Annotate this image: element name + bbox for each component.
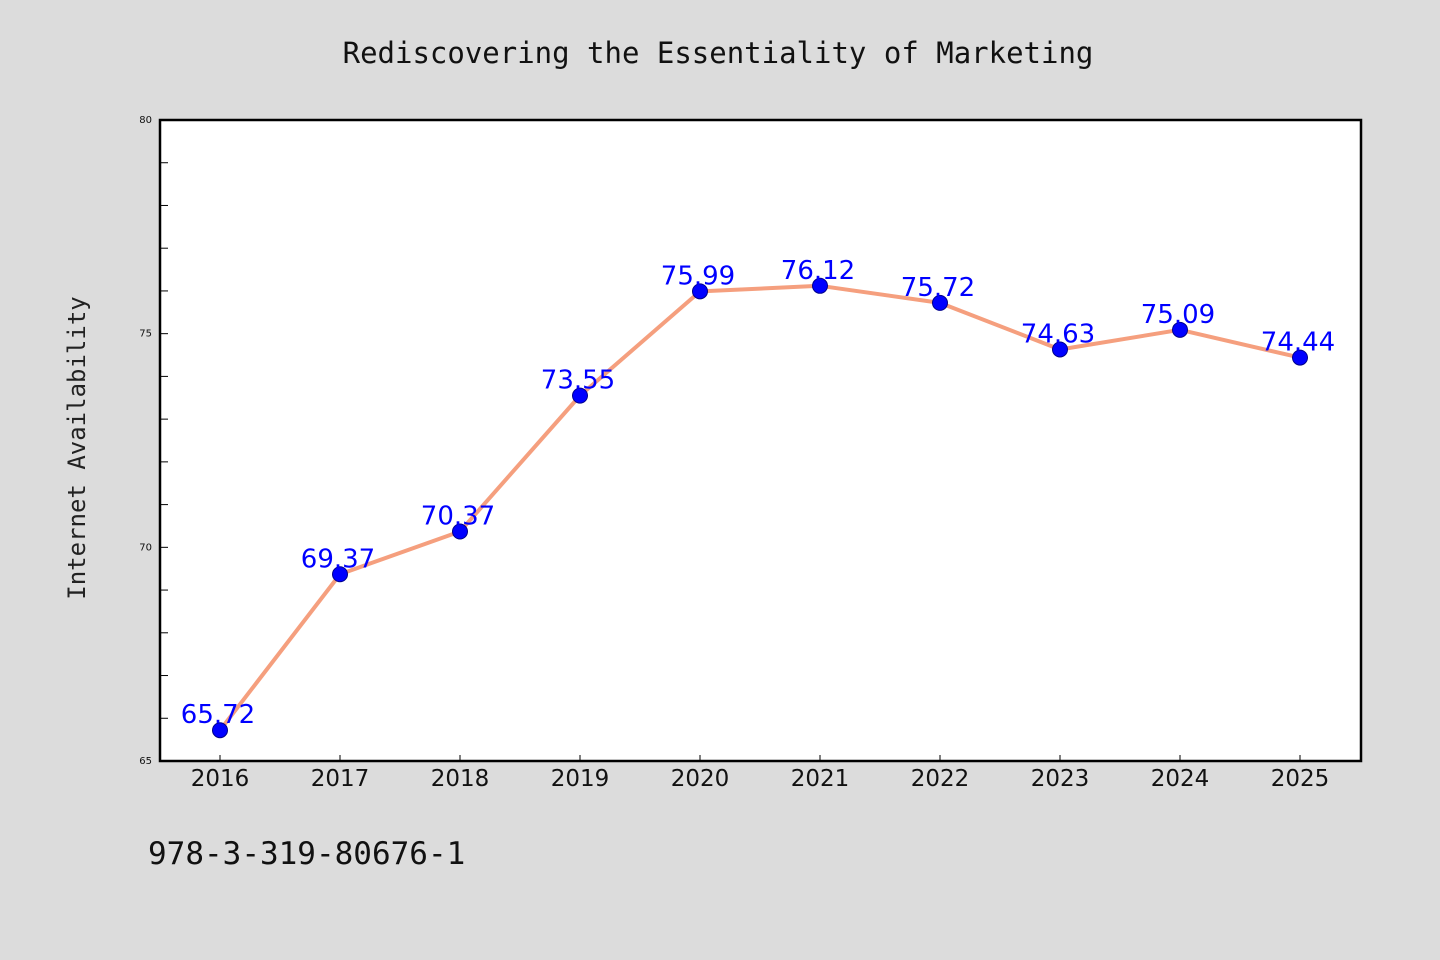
data-label: 69.37	[301, 544, 375, 574]
data-label: 73.55	[541, 366, 615, 396]
data-point	[452, 523, 468, 540]
isbn-text: 978-3-319-80676-1	[148, 836, 465, 872]
y-tick-label: 70	[139, 542, 152, 553]
data-point	[1172, 321, 1188, 338]
series-line-path	[218, 283, 1302, 733]
plot-area	[160, 120, 1361, 761]
data-point	[332, 566, 348, 583]
data-label: 75.99	[661, 261, 735, 291]
x-tick-label: 2020	[671, 766, 730, 792]
series-markers	[212, 277, 1308, 739]
y-tick-label: 75	[139, 329, 152, 340]
x-tick-label: 2019	[551, 766, 610, 792]
data-labels: 65.72 69.37 70.37 73.55 75.99 76.12 75.72 74.63…	[181, 256, 1335, 730]
data-point	[572, 387, 588, 404]
data-point	[1052, 341, 1068, 358]
x-tick-label: 2021	[791, 766, 850, 792]
axis-ticks: 2016 2017 2018 2019 2020 2021 2022 2023 2024 2025…	[139, 115, 1329, 792]
data-point	[932, 294, 948, 311]
x-tick-label: 2017	[311, 766, 370, 792]
data-point	[212, 722, 228, 739]
data-point	[812, 277, 828, 294]
x-tick-label: 2023	[1031, 766, 1090, 792]
data-label: 65.72	[181, 700, 255, 730]
data-label: 75.72	[901, 273, 975, 303]
x-tick-label: 2024	[1151, 766, 1210, 792]
chart-title: Rediscovering the Essentiality of Market…	[343, 36, 1094, 70]
y-tick-label: 80	[139, 115, 152, 126]
data-label: 76.12	[781, 256, 855, 286]
data-label: 75.09	[1141, 300, 1215, 330]
series-line	[218, 283, 1302, 733]
x-tick-label: 2025	[1271, 766, 1330, 792]
x-tick-label: 2022	[911, 766, 970, 792]
plot-frame	[158, 118, 1363, 763]
x-tick-label: 2016	[191, 766, 250, 792]
x-tick-label: 2018	[431, 766, 490, 792]
data-label: 70.37	[421, 502, 495, 532]
data-point	[692, 283, 708, 300]
data-label: 74.63	[1021, 319, 1095, 349]
y-axis-label: Internet Availability	[63, 296, 91, 599]
data-label: 74.44	[1261, 328, 1335, 358]
y-tick-label: 65	[139, 756, 152, 767]
data-point	[1292, 349, 1308, 366]
